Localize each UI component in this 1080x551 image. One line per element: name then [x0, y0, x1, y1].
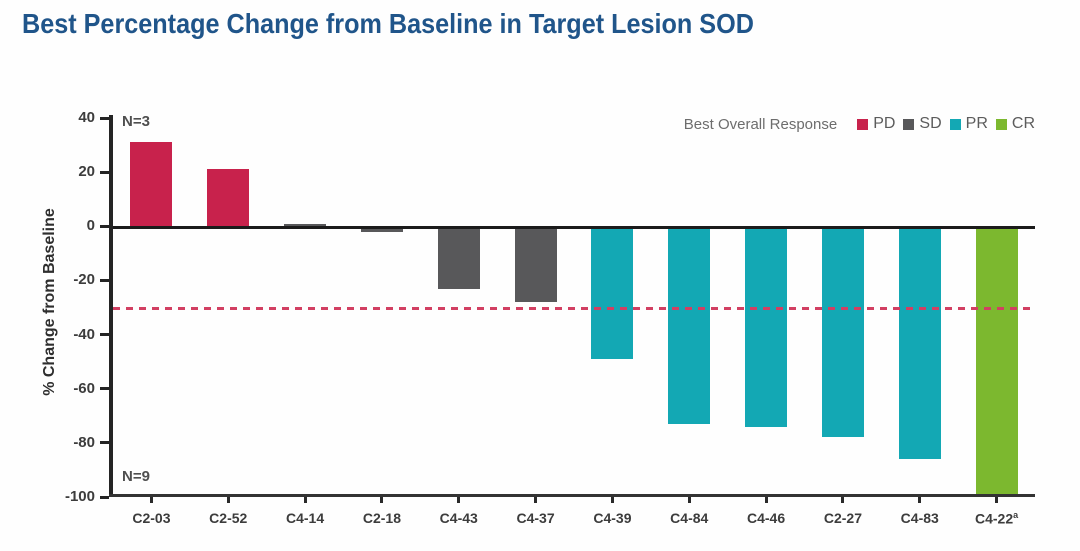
bar-C4-39: [591, 226, 634, 359]
x-label-C2-27: C2-27: [823, 510, 862, 526]
reference-line-minus-30: [113, 307, 1035, 310]
x-label-C4-22: C4-22a: [974, 510, 1019, 527]
y-tick-label: 0: [86, 217, 95, 235]
bar-C4-14: [284, 223, 327, 227]
legend-entry-sd: SD: [903, 115, 942, 133]
x-tick-mark: [687, 497, 691, 503]
y-tick-mark: [100, 116, 109, 120]
x-tick-mark: [457, 497, 461, 503]
legend-entry-pd: PD: [857, 115, 895, 133]
legend-entry-pr: PR: [949, 115, 988, 133]
x-tick-mark: [534, 497, 538, 503]
x-tick-mark: [303, 497, 307, 503]
legend-title: Best Overall Response: [683, 115, 838, 133]
y-axis-title: % Change from Baseline: [41, 208, 58, 396]
annotation-n9: N=9: [122, 468, 150, 485]
bar-C2-52: [207, 169, 250, 227]
bar-C4-37: [514, 226, 557, 303]
zero-baseline: [113, 226, 1035, 229]
legend-label: CR: [1011, 115, 1035, 132]
x-tick-mark: [610, 497, 614, 503]
bar-C4-46: [745, 226, 788, 427]
legend-swatch-sd: [903, 118, 915, 130]
y-tick-label: -40: [73, 325, 95, 343]
annotation-n3: N=3: [122, 113, 150, 130]
y-tick-label: 20: [78, 163, 95, 181]
x-label-C4-14: C4-14: [286, 510, 325, 526]
y-tick-mark: [100, 441, 109, 445]
legend-entries: PD SD PR CR: [849, 115, 1035, 133]
x-label-C2-18: C2-18: [362, 510, 401, 526]
bar-C4-84: [668, 226, 711, 424]
legend-label: PD: [873, 115, 896, 132]
x-label-C4-43: C4-43: [439, 510, 478, 526]
x-tick-mark: [841, 497, 845, 503]
legend: Best Overall Response PD SD PR CR: [684, 115, 1035, 133]
legend-label: SD: [919, 115, 942, 132]
y-tick-mark: [100, 224, 109, 228]
legend-swatch-cr: [995, 118, 1007, 130]
x-label-C4-37: C4-37: [516, 510, 555, 526]
bar-C2-03: [130, 142, 173, 227]
y-tick-mark: [100, 170, 109, 174]
y-tick-mark: [100, 387, 109, 391]
y-tick-label: 40: [78, 109, 95, 126]
y-tick-mark: [100, 495, 109, 499]
chart-title: Best Percentage Change from Baseline in …: [22, 8, 754, 39]
x-axis-line: [109, 494, 1035, 497]
y-tick-label: -60: [73, 379, 95, 397]
x-label-C4-84: C4-84: [670, 510, 709, 526]
y-tick-mark: [100, 278, 109, 282]
x-label-C4-46: C4-46: [747, 510, 786, 526]
plot-area: N=3 N=9 Best Overall Response PD SD PR CR 4…: [65, 109, 1035, 527]
y-axis-line: [109, 115, 113, 497]
bar-C4-22: [975, 226, 1018, 497]
y-tick-label: -100: [64, 488, 95, 505]
x-label-C2-03: C2-03: [132, 510, 171, 526]
bar-C2-27: [821, 226, 864, 438]
bar-C4-83: [898, 226, 941, 460]
footnote-mark: a: [1013, 510, 1019, 520]
x-label-C2-52: C2-52: [209, 510, 248, 526]
legend-swatch-pr: [949, 118, 961, 130]
x-tick-mark: [918, 497, 922, 503]
x-tick-mark: [149, 497, 153, 503]
y-tick-mark: [100, 333, 109, 337]
y-tick-label: -20: [73, 271, 95, 289]
x-tick-mark: [764, 497, 768, 503]
legend-label: PR: [965, 115, 988, 132]
bar-C4-43: [437, 226, 480, 289]
legend-entry-cr: CR: [995, 115, 1035, 133]
x-label-C4-83: C4-83: [900, 510, 939, 526]
y-tick-label: -80: [73, 433, 95, 451]
x-tick-mark: [380, 497, 384, 503]
x-label-C4-39: C4-39: [593, 510, 632, 526]
legend-swatch-pd: [857, 118, 869, 130]
x-tick-mark: [995, 497, 999, 503]
x-tick-mark: [226, 497, 230, 503]
